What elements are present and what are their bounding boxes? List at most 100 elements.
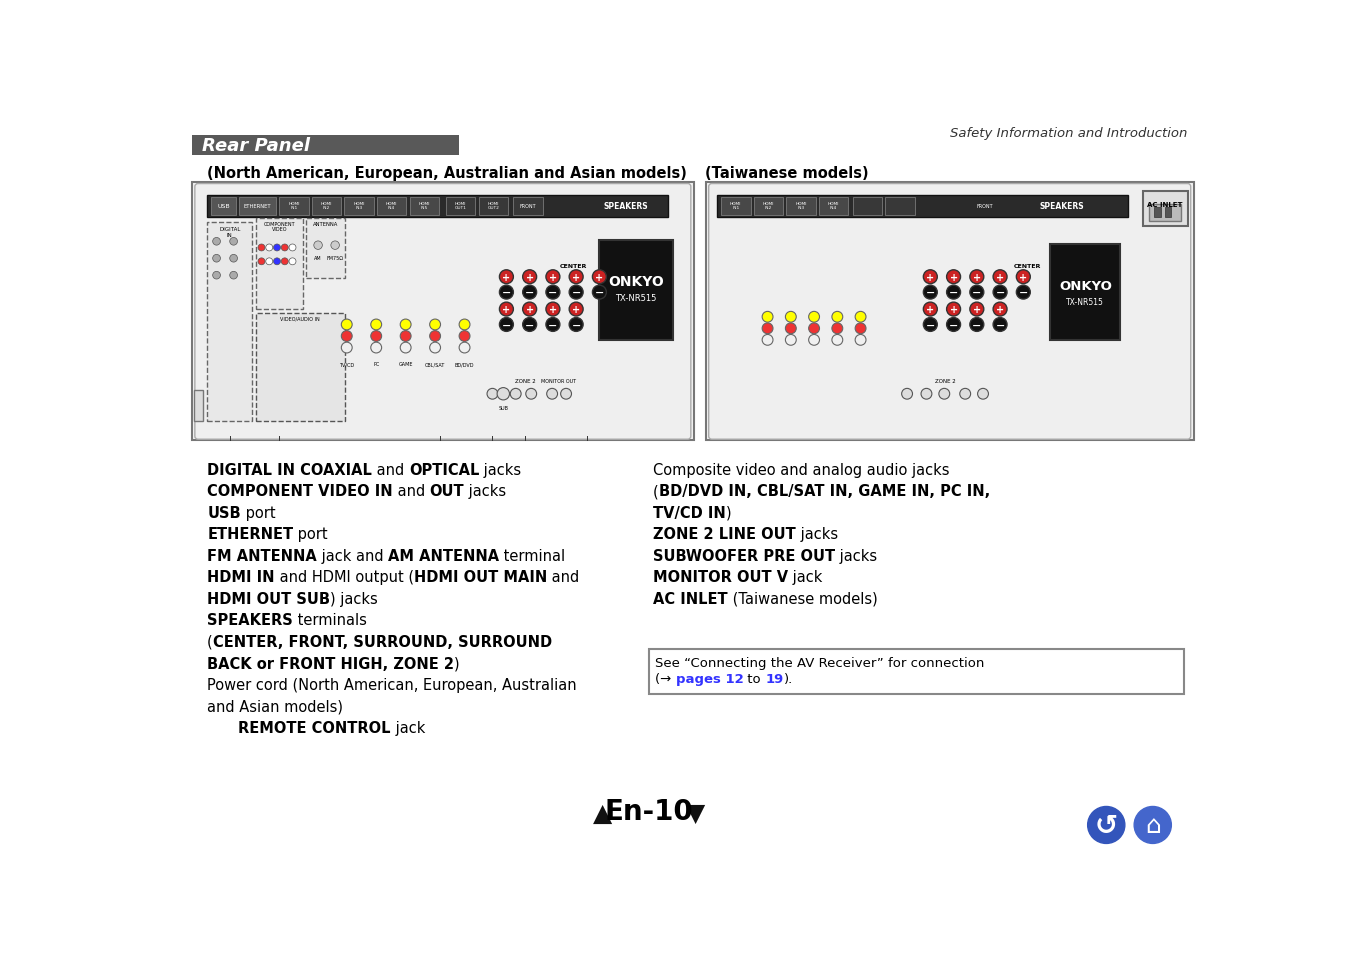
Bar xyxy=(1154,208,1161,218)
Circle shape xyxy=(547,389,558,399)
Bar xyxy=(721,197,751,216)
Text: −: − xyxy=(572,320,581,330)
Text: HDMI
IN3: HDMI IN3 xyxy=(795,202,806,211)
Text: Composite video and analog audio jacks: Composite video and analog audio jacks xyxy=(652,462,949,477)
Circle shape xyxy=(902,389,913,399)
Bar xyxy=(191,183,694,440)
Text: AM ANTENNA: AM ANTENNA xyxy=(388,548,499,563)
Text: ETHERNET: ETHERNET xyxy=(244,203,271,209)
Text: and: and xyxy=(372,462,408,477)
Text: −: − xyxy=(501,320,511,330)
Bar xyxy=(306,219,345,279)
Circle shape xyxy=(993,286,1007,300)
Text: and HDMI output (: and HDMI output ( xyxy=(275,570,414,585)
Circle shape xyxy=(213,255,221,263)
Bar xyxy=(514,197,543,216)
Text: TV/CD IN: TV/CD IN xyxy=(652,505,725,520)
Circle shape xyxy=(257,245,266,252)
Circle shape xyxy=(257,258,266,266)
Text: ).: ). xyxy=(783,673,793,686)
Circle shape xyxy=(923,286,937,300)
Text: +: + xyxy=(926,305,934,314)
Text: HDMI
IN2: HDMI IN2 xyxy=(763,202,774,211)
Bar xyxy=(256,219,302,310)
Text: HDMI
IN2: HDMI IN2 xyxy=(321,202,333,211)
Circle shape xyxy=(400,320,411,331)
Circle shape xyxy=(499,303,514,316)
Circle shape xyxy=(993,271,1007,284)
Circle shape xyxy=(213,238,221,246)
Text: (→: (→ xyxy=(655,673,675,686)
Text: HDMI OUT MAIN: HDMI OUT MAIN xyxy=(414,570,547,585)
Circle shape xyxy=(523,271,537,284)
Text: (: ( xyxy=(652,483,659,498)
Circle shape xyxy=(511,389,522,399)
Circle shape xyxy=(546,286,559,300)
Text: +: + xyxy=(549,273,557,282)
Text: +: + xyxy=(996,273,1004,282)
Text: (Taiwanese models): (Taiwanese models) xyxy=(728,591,878,606)
Circle shape xyxy=(400,332,411,342)
Circle shape xyxy=(569,318,584,332)
Circle shape xyxy=(341,343,352,354)
Bar xyxy=(886,197,915,216)
Text: USB: USB xyxy=(217,203,231,209)
Circle shape xyxy=(960,389,971,399)
Text: (Taiwanese models): (Taiwanese models) xyxy=(705,166,868,181)
Circle shape xyxy=(499,286,514,300)
Circle shape xyxy=(371,320,381,331)
Bar xyxy=(191,136,460,156)
Circle shape xyxy=(460,343,470,354)
Text: +: + xyxy=(572,305,580,314)
Circle shape xyxy=(1016,286,1030,300)
Text: FM ANTENNA: FM ANTENNA xyxy=(208,548,317,563)
Bar xyxy=(648,650,1184,695)
FancyBboxPatch shape xyxy=(195,184,692,439)
Bar xyxy=(194,391,204,421)
Text: ONKYO: ONKYO xyxy=(608,274,663,288)
Text: HDMI
IN1: HDMI IN1 xyxy=(731,202,741,211)
Bar xyxy=(717,196,1128,217)
Circle shape xyxy=(855,324,865,335)
Circle shape xyxy=(314,242,322,250)
Bar xyxy=(208,196,669,217)
Circle shape xyxy=(569,303,584,316)
Circle shape xyxy=(855,335,865,346)
Text: to: to xyxy=(744,673,766,686)
Circle shape xyxy=(330,242,340,250)
Circle shape xyxy=(923,318,937,332)
Text: jacks: jacks xyxy=(464,483,507,498)
Circle shape xyxy=(809,312,820,323)
Text: +: + xyxy=(926,273,934,282)
Text: port: port xyxy=(241,505,275,520)
Bar xyxy=(1148,204,1181,221)
Text: HDMI
IN1: HDMI IN1 xyxy=(288,202,299,211)
Text: HDMI IN: HDMI IN xyxy=(208,570,275,585)
Text: jack and: jack and xyxy=(317,548,388,563)
Text: (North American, European, Australian and Asian models): (North American, European, Australian an… xyxy=(208,166,687,181)
Text: CENTER, FRONT, SURROUND, SURROUND: CENTER, FRONT, SURROUND, SURROUND xyxy=(213,635,553,649)
Bar xyxy=(256,314,345,421)
Text: PC: PC xyxy=(373,362,379,367)
Text: AC INLET: AC INLET xyxy=(1147,202,1184,208)
Text: −: − xyxy=(926,288,936,297)
Circle shape xyxy=(546,271,559,284)
Text: ): ) xyxy=(725,505,731,520)
Text: Power cord (North American, European, Australian: Power cord (North American, European, Au… xyxy=(208,678,577,693)
Circle shape xyxy=(938,389,950,399)
Text: +: + xyxy=(503,273,511,282)
Circle shape xyxy=(1016,271,1030,284)
Circle shape xyxy=(274,258,280,266)
Text: HDMI
IN3: HDMI IN3 xyxy=(353,202,365,211)
Circle shape xyxy=(499,271,514,284)
Text: port: port xyxy=(294,527,328,541)
Text: +: + xyxy=(949,273,957,282)
Circle shape xyxy=(523,318,537,332)
Circle shape xyxy=(809,335,820,346)
Text: OUT: OUT xyxy=(430,483,464,498)
Circle shape xyxy=(371,332,381,342)
Text: See “Connecting the AV Receiver” for connection: See “Connecting the AV Receiver” for con… xyxy=(655,656,984,669)
Circle shape xyxy=(282,258,288,266)
Text: COMPONENT
VIDEO: COMPONENT VIDEO xyxy=(263,221,295,233)
Circle shape xyxy=(523,286,537,300)
